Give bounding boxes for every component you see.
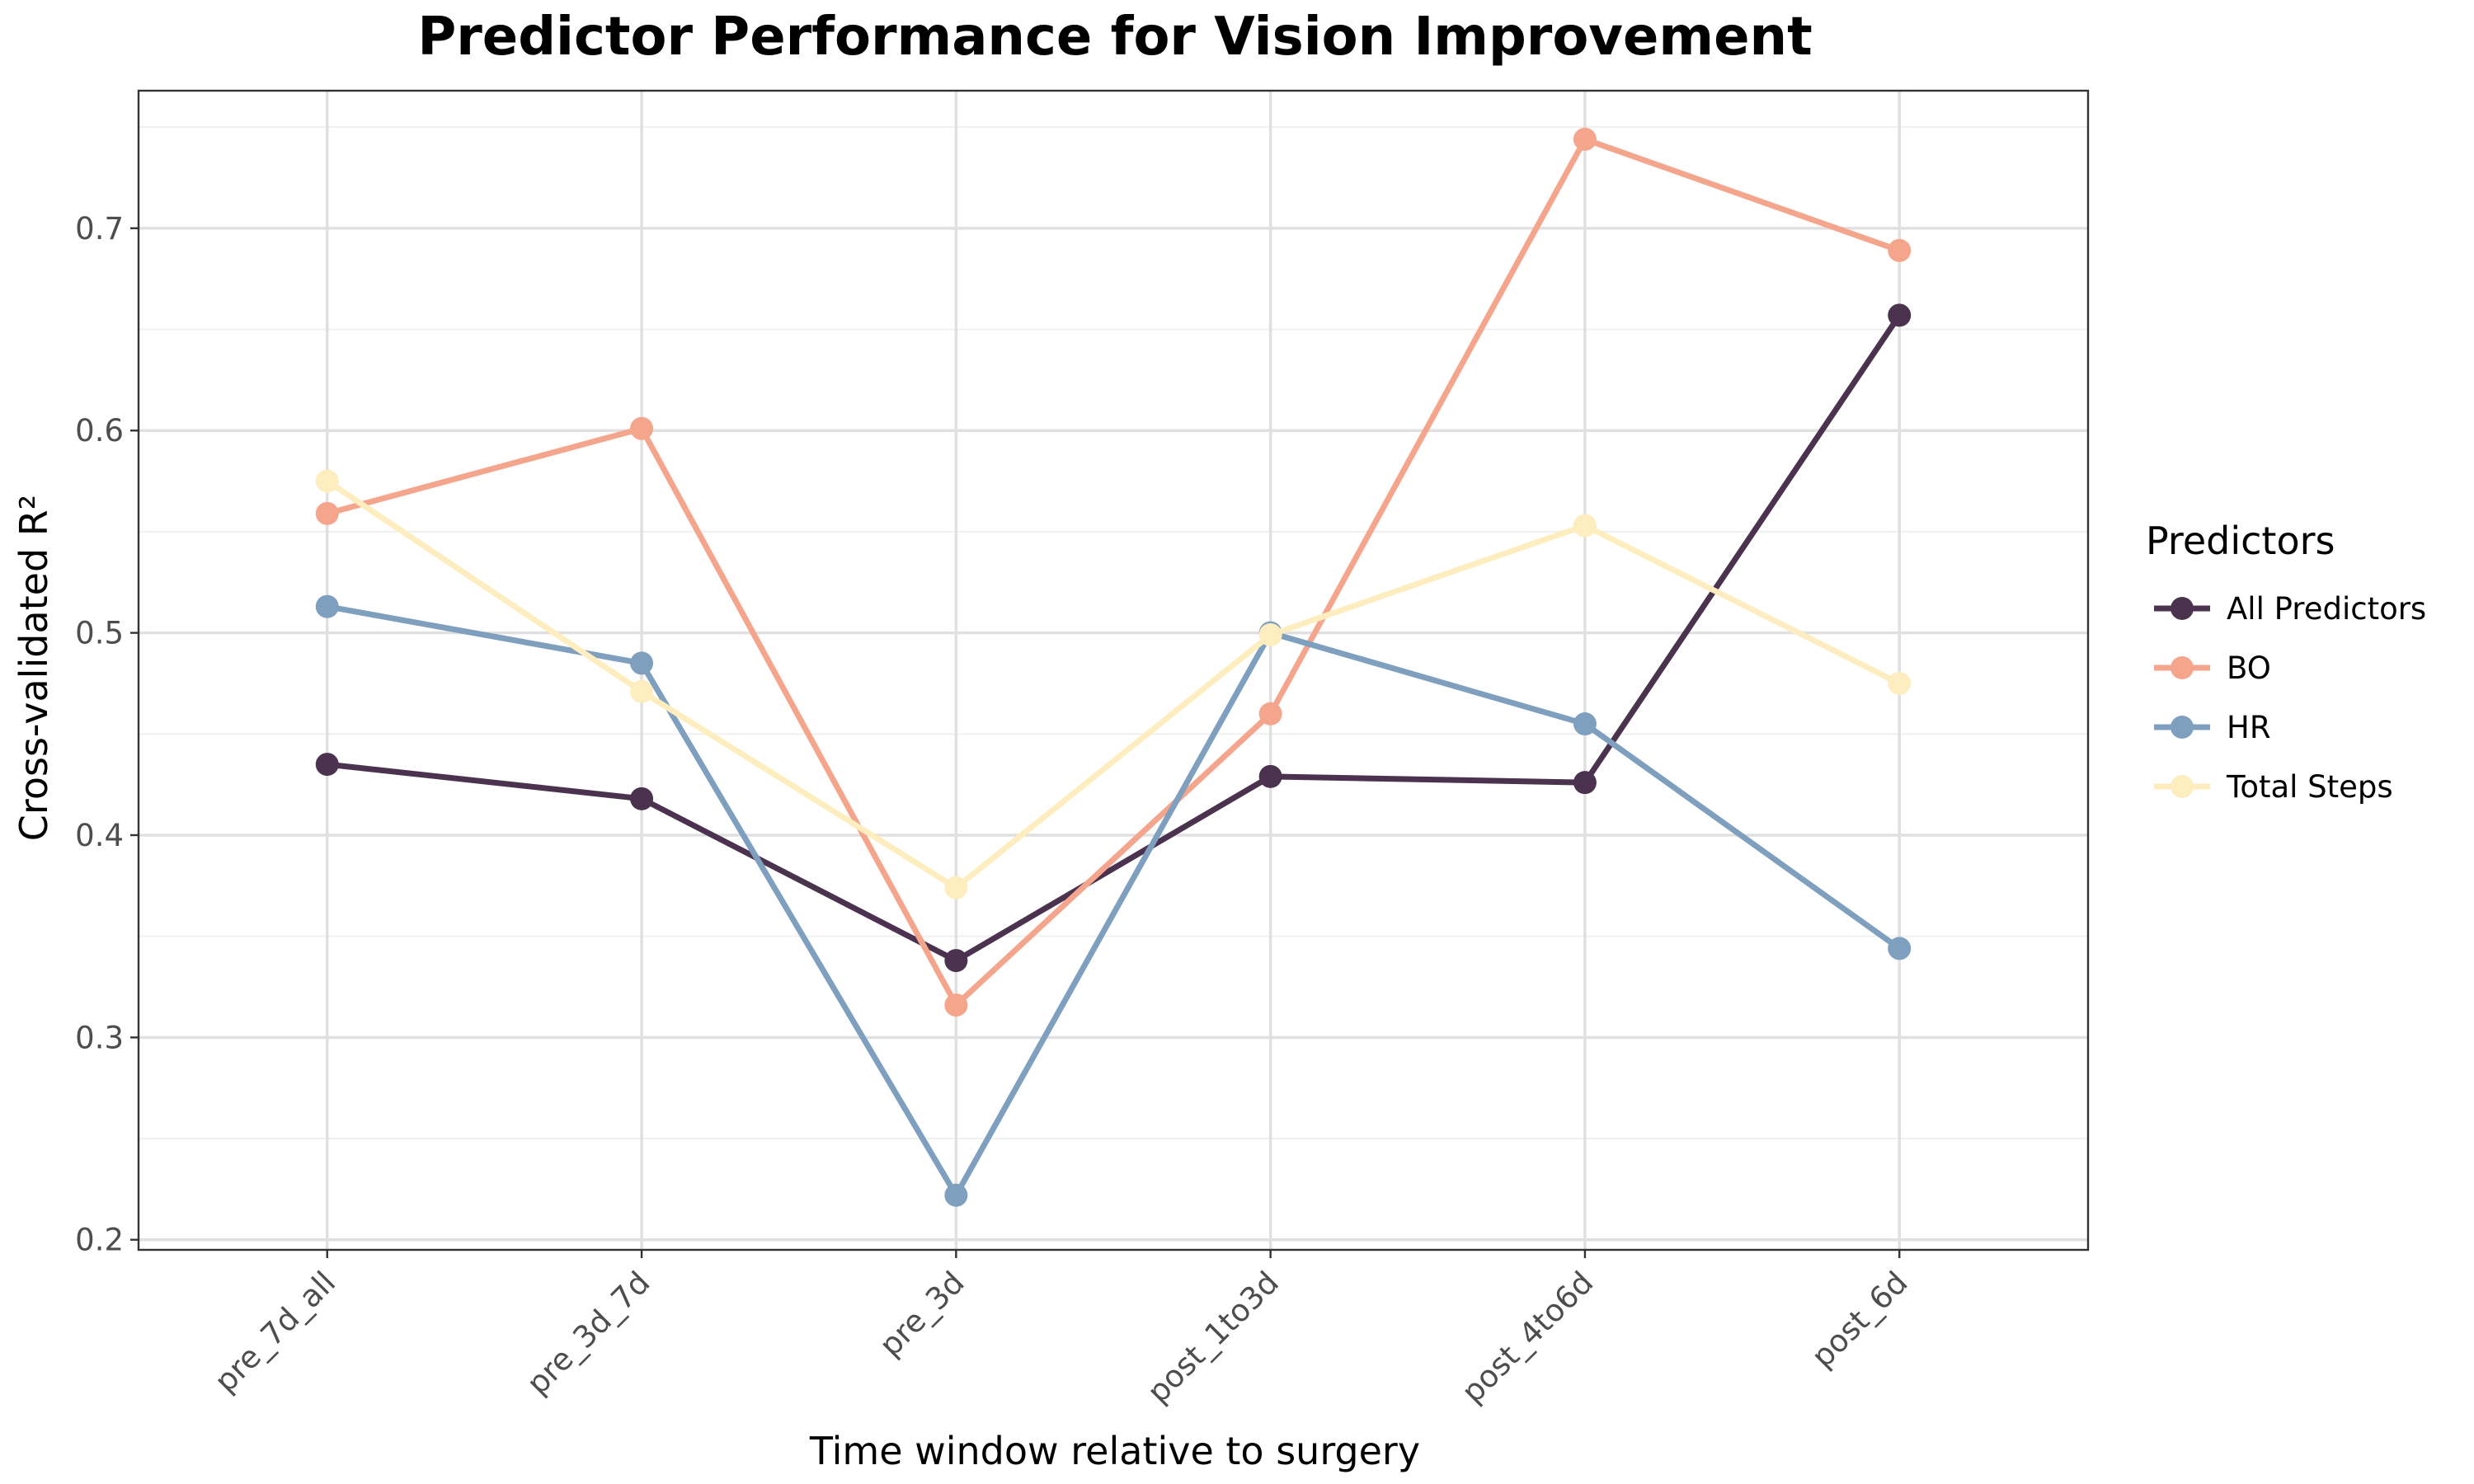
series-all-predictors bbox=[315, 303, 1912, 973]
data-point bbox=[1888, 238, 1912, 262]
legend-label: Total Steps bbox=[2226, 769, 2393, 805]
y-axis: 0.2 0.3 0.4 0.5 0.6 0.7 bbox=[75, 211, 139, 1258]
legend-swatch-point bbox=[2171, 775, 2194, 798]
chart-title: Predictor Performance for Vision Improve… bbox=[417, 7, 1812, 68]
data-point bbox=[1258, 702, 1282, 726]
legend: Predictors All Predictors BO HR Total Steps bbox=[2146, 519, 2426, 805]
legend-item: BO bbox=[2154, 650, 2271, 686]
data-point bbox=[1573, 127, 1597, 151]
legend-swatch-point bbox=[2171, 656, 2194, 679]
y-tick-label: 0.3 bbox=[75, 1020, 124, 1055]
x-tick-label: post_6d bbox=[1804, 1265, 1914, 1374]
legend-item: Total Steps bbox=[2154, 769, 2393, 805]
legend-swatch-point bbox=[2171, 597, 2194, 620]
legend-label: HR bbox=[2227, 710, 2271, 745]
y-axis-label: Cross-validated R² bbox=[12, 495, 56, 841]
data-point bbox=[1258, 764, 1282, 788]
x-axis: pre_7d_all pre_3d_7d pre_3d post_1to3d post_… bbox=[208, 1250, 1915, 1410]
legend-label: All Predictors bbox=[2227, 591, 2426, 627]
plot-border bbox=[137, 89, 2090, 1252]
series-bo bbox=[315, 127, 1912, 1017]
data-point bbox=[630, 651, 654, 675]
data-point bbox=[1888, 303, 1912, 327]
data-point bbox=[315, 469, 339, 493]
series-line bbox=[327, 313, 1903, 964]
y-tick-label: 0.4 bbox=[75, 818, 124, 853]
x-axis-label: Time window relative to surgery bbox=[809, 1429, 1420, 1473]
x-tick-label: post_1to3d bbox=[1141, 1265, 1286, 1410]
legend-title: Predictors bbox=[2146, 519, 2335, 563]
data-point bbox=[1258, 623, 1282, 647]
data-point bbox=[1573, 514, 1597, 538]
data-point bbox=[630, 787, 654, 810]
series-line bbox=[326, 136, 1901, 1008]
legend-item: All Predictors bbox=[2154, 591, 2426, 627]
data-point bbox=[944, 876, 968, 899]
legend-swatch-point bbox=[2171, 716, 2194, 739]
x-tick-label: post_4to6d bbox=[1455, 1265, 1600, 1410]
data-point bbox=[944, 949, 968, 973]
y-tick-label: 0.2 bbox=[75, 1223, 124, 1258]
series-line bbox=[327, 603, 1902, 1199]
data-point bbox=[1888, 671, 1912, 695]
y-tick-label: 0.6 bbox=[75, 413, 124, 448]
series-total-steps bbox=[315, 469, 1912, 899]
data-point bbox=[944, 993, 968, 1017]
series-line bbox=[325, 478, 1901, 891]
y-tick-label: 0.7 bbox=[75, 211, 124, 247]
data-point bbox=[630, 416, 654, 440]
legend-item: HR bbox=[2154, 710, 2271, 745]
data-point bbox=[1573, 712, 1597, 736]
x-tick-label: pre_7d_all bbox=[208, 1265, 342, 1399]
legend-label: BO bbox=[2227, 650, 2271, 686]
data-point bbox=[315, 753, 339, 777]
x-tick-label: pre_3d bbox=[872, 1265, 971, 1364]
grid bbox=[139, 91, 2088, 1250]
data-point bbox=[630, 679, 654, 703]
data-point bbox=[1573, 771, 1597, 795]
series-layer bbox=[315, 127, 1912, 1207]
series-hr bbox=[315, 594, 1912, 1207]
x-tick-label: pre_3d_7d bbox=[520, 1265, 656, 1402]
data-point bbox=[315, 501, 339, 525]
data-point bbox=[944, 1183, 968, 1207]
data-point bbox=[315, 594, 339, 618]
y-tick-label: 0.5 bbox=[75, 616, 124, 651]
data-point bbox=[1888, 937, 1912, 960]
